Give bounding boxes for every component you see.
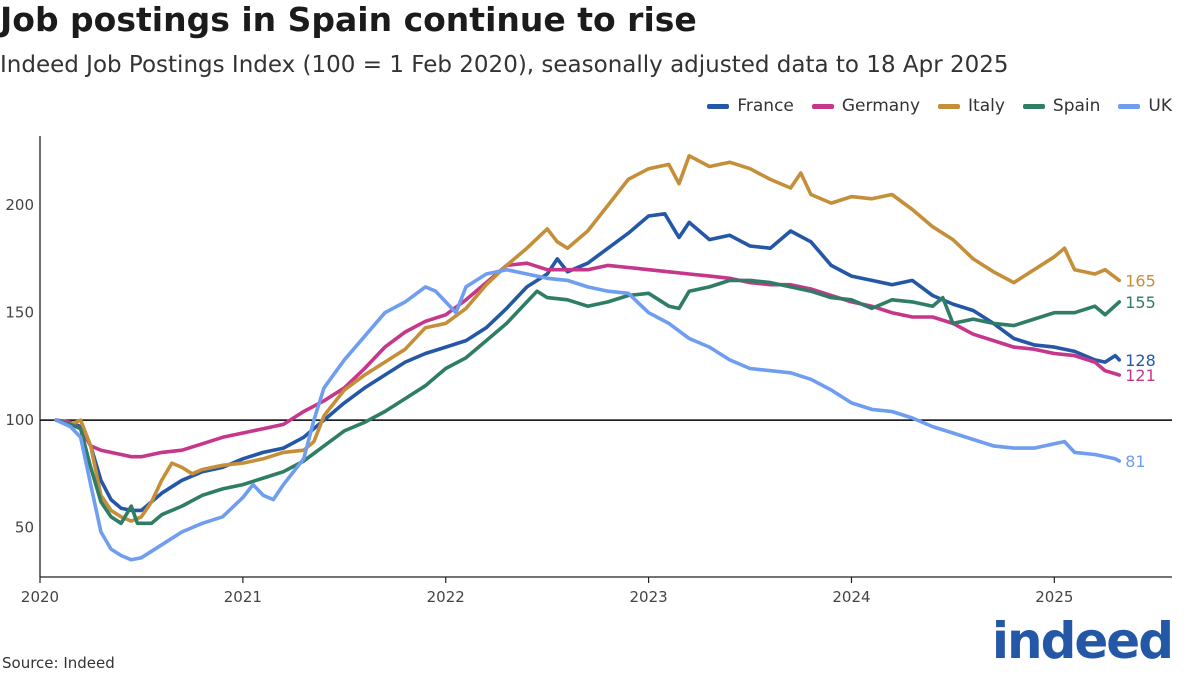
legend-swatch-france: [707, 103, 730, 109]
chart-subtitle: Indeed Job Postings Index (100 = 1 Feb 2…: [0, 52, 1009, 78]
x-tick-label: 2024: [832, 588, 870, 606]
y-tick-label: 100: [5, 411, 34, 429]
legend-item-germany: Germany: [811, 96, 921, 116]
end-label-spain: 155: [1125, 293, 1156, 312]
series-line-spain: [54, 278, 1122, 526]
legend-label-germany: Germany: [841, 96, 921, 116]
indeed-logo: indeed: [991, 612, 1174, 670]
x-tick-label: 2022: [427, 588, 465, 606]
legend-item-italy: Italy: [938, 96, 1005, 116]
end-label-germany: 121: [1125, 366, 1156, 385]
x-tick-label: 2025: [1035, 588, 1073, 606]
legend-swatch-uk: [1118, 103, 1141, 109]
legend: France Germany Italy Spain UK: [707, 96, 1172, 116]
x-tick-label: 2023: [630, 588, 668, 606]
end-label-france: 128: [1125, 351, 1156, 370]
y-tick-label: 50: [15, 519, 34, 537]
legend-label-france: France: [737, 96, 794, 116]
y-tick-label: 200: [5, 196, 34, 214]
legend-label-italy: Italy: [968, 96, 1005, 116]
axes: 50 100 150 200 2020 2021 2022 2023 2024 2025: [5, 136, 1172, 606]
x-tick-label: 2020: [21, 588, 59, 606]
series-lines: [54, 154, 1122, 562]
series-line-germany: [54, 261, 1122, 459]
y-tick-label: 150: [5, 304, 34, 322]
end-label-italy: 165: [1125, 271, 1156, 290]
x-tick-label: 2021: [224, 588, 262, 606]
legend-swatch-germany: [811, 103, 834, 109]
legend-item-france: France: [707, 96, 794, 116]
legend-item-spain: Spain: [1022, 96, 1101, 116]
source-note: Source: Indeed: [2, 654, 115, 672]
series-line-uk: [54, 267, 1122, 562]
legend-swatch-italy: [938, 103, 961, 109]
series-line-italy: [54, 154, 1122, 523]
end-label-uk: 81: [1125, 452, 1145, 471]
legend-swatch-spain: [1022, 103, 1045, 109]
chart-title: Job postings in Spain continue to rise: [0, 0, 697, 39]
legend-label-uk: UK: [1148, 96, 1172, 116]
legend-label-spain: Spain: [1052, 96, 1101, 116]
legend-item-uk: UK: [1118, 96, 1172, 116]
